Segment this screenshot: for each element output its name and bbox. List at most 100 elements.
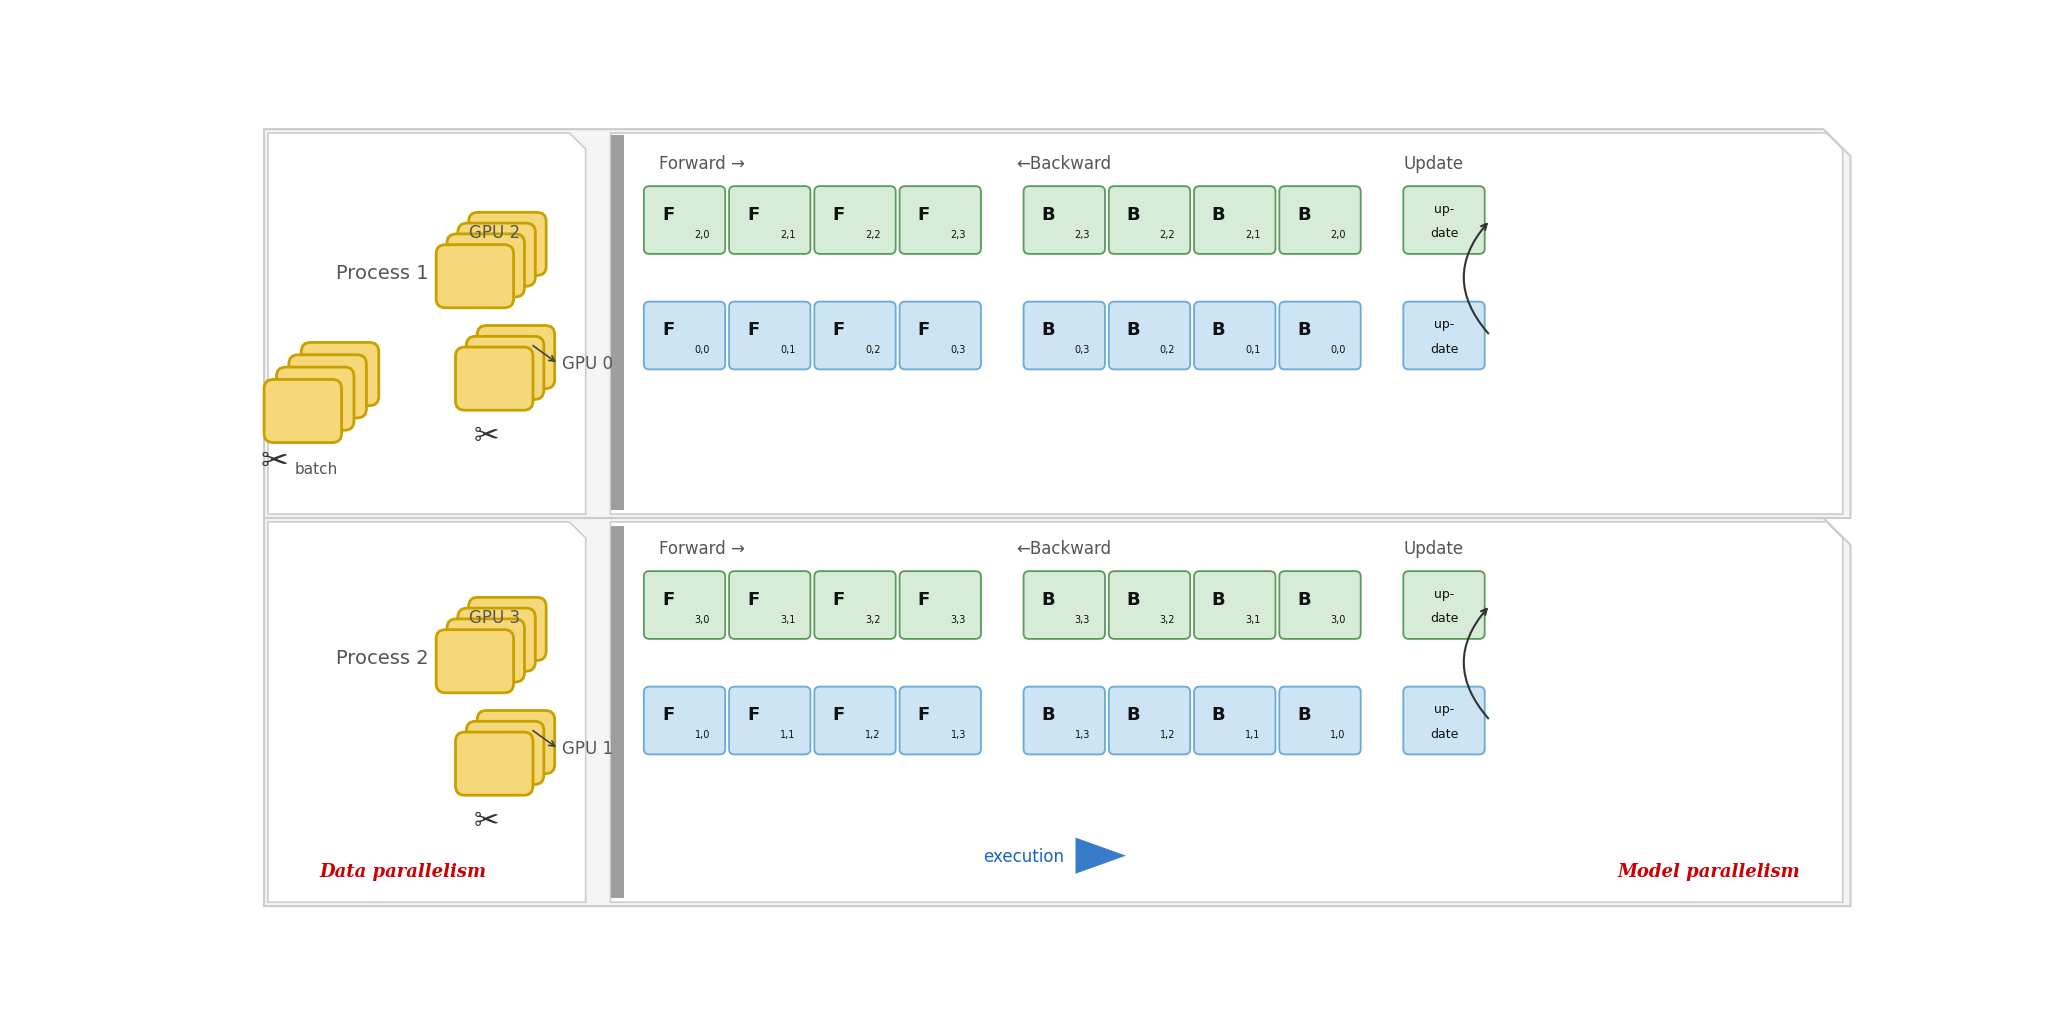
Text: F: F [747, 321, 759, 339]
Text: 3,1: 3,1 [780, 615, 796, 625]
Polygon shape [1075, 837, 1126, 873]
FancyBboxPatch shape [468, 212, 547, 276]
Text: B: B [1211, 206, 1225, 223]
FancyBboxPatch shape [458, 223, 534, 286]
FancyBboxPatch shape [815, 687, 895, 754]
FancyBboxPatch shape [1023, 687, 1106, 754]
FancyBboxPatch shape [351, 293, 429, 357]
Text: 3,1: 3,1 [1244, 615, 1260, 625]
Text: 2,0: 2,0 [1331, 230, 1345, 240]
FancyBboxPatch shape [815, 187, 895, 254]
Text: ←Backward: ←Backward [1015, 540, 1112, 558]
Text: F: F [662, 590, 675, 609]
Text: GPU 2: GPU 2 [468, 224, 520, 242]
Text: 1,2: 1,2 [864, 731, 881, 740]
Text: B: B [1042, 206, 1054, 223]
Text: GPU 1: GPU 1 [561, 740, 613, 758]
Text: F: F [918, 706, 930, 724]
FancyBboxPatch shape [264, 379, 342, 443]
FancyBboxPatch shape [1023, 187, 1106, 254]
FancyBboxPatch shape [1403, 301, 1485, 369]
FancyBboxPatch shape [448, 619, 524, 682]
FancyBboxPatch shape [289, 355, 367, 418]
Text: Update: Update [1403, 540, 1463, 558]
FancyBboxPatch shape [644, 301, 726, 369]
Text: B: B [1298, 206, 1310, 223]
Text: ✂: ✂ [474, 807, 499, 836]
FancyBboxPatch shape [1023, 301, 1106, 369]
FancyBboxPatch shape [1194, 687, 1275, 754]
Text: 0,0: 0,0 [1331, 345, 1345, 356]
Text: F: F [918, 206, 930, 223]
Text: F: F [747, 206, 759, 223]
Text: 3,3: 3,3 [951, 615, 965, 625]
Text: 0,3: 0,3 [1075, 345, 1089, 356]
Text: F: F [662, 206, 675, 223]
Text: up-: up- [1434, 703, 1454, 716]
Bar [611, 134, 625, 510]
FancyBboxPatch shape [466, 336, 545, 400]
FancyBboxPatch shape [1279, 301, 1362, 369]
FancyBboxPatch shape [1194, 301, 1275, 369]
FancyBboxPatch shape [1403, 571, 1485, 639]
Text: 2,3: 2,3 [1075, 230, 1089, 240]
FancyBboxPatch shape [728, 301, 811, 369]
FancyBboxPatch shape [899, 687, 980, 754]
Text: Process 1: Process 1 [336, 263, 429, 283]
Text: ✂: ✂ [260, 445, 289, 479]
FancyBboxPatch shape [468, 598, 547, 660]
FancyBboxPatch shape [815, 571, 895, 639]
Text: 2,2: 2,2 [1159, 230, 1176, 240]
Text: date: date [1430, 728, 1459, 741]
Text: B: B [1211, 590, 1225, 609]
Text: 1,2: 1,2 [1159, 731, 1176, 740]
Text: ←Backward: ←Backward [1015, 155, 1112, 173]
Text: 2,2: 2,2 [864, 230, 881, 240]
Text: B: B [1126, 706, 1141, 724]
FancyBboxPatch shape [314, 330, 392, 394]
Text: 0,2: 0,2 [864, 345, 881, 356]
Text: execution: execution [982, 848, 1065, 866]
FancyBboxPatch shape [458, 608, 534, 671]
Text: F: F [833, 706, 846, 724]
FancyBboxPatch shape [815, 301, 895, 369]
Text: B: B [1298, 590, 1310, 609]
Text: 1,0: 1,0 [695, 731, 710, 740]
FancyBboxPatch shape [644, 571, 726, 639]
FancyBboxPatch shape [435, 629, 514, 693]
Text: B: B [1042, 321, 1054, 339]
FancyBboxPatch shape [456, 347, 532, 410]
Text: 1,1: 1,1 [780, 731, 796, 740]
Text: F: F [833, 206, 846, 223]
FancyBboxPatch shape [1403, 187, 1485, 254]
Text: Model parallelism: Model parallelism [1617, 863, 1801, 882]
Text: 3,0: 3,0 [695, 615, 710, 625]
Text: F: F [747, 590, 759, 609]
Text: Forward →: Forward → [660, 155, 745, 173]
Text: F: F [918, 590, 930, 609]
FancyBboxPatch shape [1279, 187, 1362, 254]
Text: 1,3: 1,3 [951, 731, 965, 740]
FancyBboxPatch shape [1279, 687, 1362, 754]
FancyBboxPatch shape [1279, 571, 1362, 639]
Text: date: date [1430, 342, 1459, 356]
FancyBboxPatch shape [466, 722, 545, 784]
FancyBboxPatch shape [1108, 301, 1190, 369]
Text: 2,1: 2,1 [1244, 230, 1260, 240]
FancyBboxPatch shape [728, 187, 811, 254]
FancyBboxPatch shape [477, 710, 555, 774]
Text: date: date [1430, 612, 1459, 625]
Text: F: F [662, 706, 675, 724]
Text: F: F [747, 706, 759, 724]
FancyBboxPatch shape [1108, 687, 1190, 754]
Text: 0,1: 0,1 [1244, 345, 1260, 356]
FancyBboxPatch shape [1108, 187, 1190, 254]
FancyBboxPatch shape [644, 187, 726, 254]
FancyBboxPatch shape [338, 305, 417, 369]
Text: 0,1: 0,1 [780, 345, 796, 356]
FancyBboxPatch shape [1403, 687, 1485, 754]
Polygon shape [264, 129, 1851, 518]
Text: Update: Update [1403, 155, 1463, 173]
Text: date: date [1430, 228, 1459, 240]
Polygon shape [611, 522, 1842, 902]
